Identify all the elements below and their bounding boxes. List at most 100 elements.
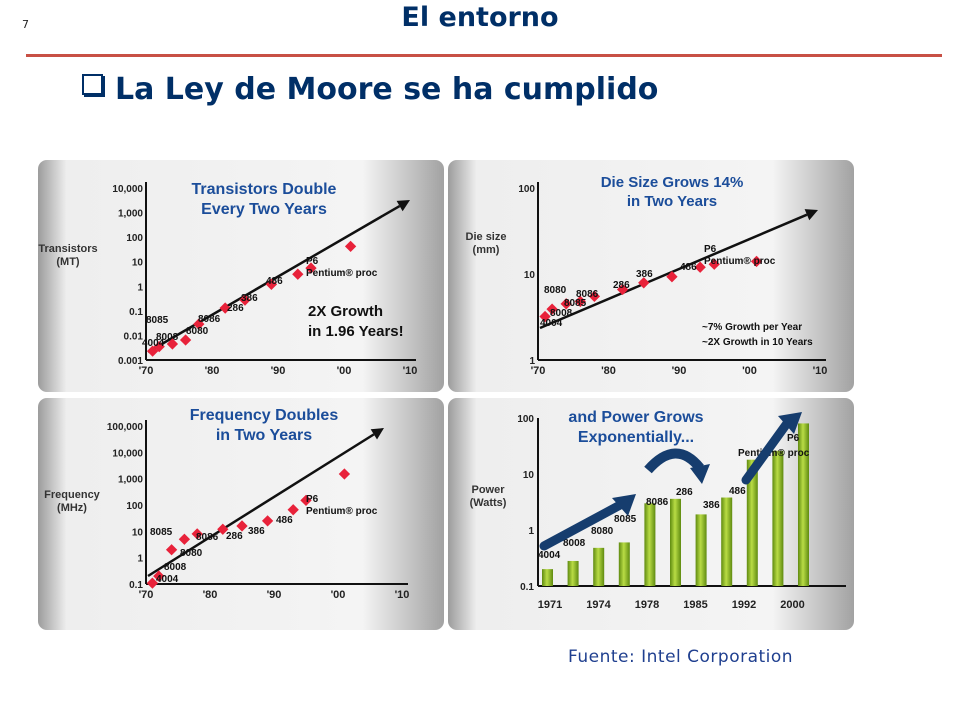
x-tick-label: '90 (267, 589, 282, 601)
power-bar (746, 459, 758, 586)
point-label: 8085 (146, 315, 169, 326)
trend-arrow (539, 209, 818, 330)
point-label: P6 (704, 244, 717, 255)
data-point (694, 261, 706, 273)
curved-arrow-head (690, 464, 710, 484)
x-tick-label: 1978 (635, 599, 659, 611)
chart-frequency: 100,000 10,000 1,000 100 10 1 0.1'70 '80 '90 '00 '… (38, 398, 444, 630)
point-label: 386 (241, 293, 258, 304)
point-label: Pentium® proc (704, 256, 776, 267)
data-point (219, 302, 231, 314)
y-tick-label: 100 (126, 501, 143, 512)
y-tick-label: 1,000 (118, 209, 143, 220)
bar-label: 8085 (614, 514, 637, 525)
y-axis-label: (mm) (473, 244, 500, 256)
point-label: 486 (276, 515, 293, 526)
point-label: 4004 (540, 318, 563, 329)
y-tick-label: 1,000 (118, 475, 143, 486)
point-label: P6 (306, 494, 319, 505)
bar-label: 8086 (646, 497, 669, 508)
point-label: 4004 (156, 574, 179, 585)
y-axis-label: Transistors (38, 243, 97, 255)
chart-title-line: Transistors Double (192, 181, 337, 198)
x-tick-label: '80 (203, 589, 218, 601)
y-tick-label: 100 (518, 184, 535, 195)
y-tick-label: 10,000 (112, 448, 143, 459)
point-label: 8086 (576, 289, 599, 300)
data-point (146, 577, 159, 589)
power-bar (721, 497, 733, 586)
y-tick-label: 1 (137, 554, 143, 565)
y-tick-label: 10 (524, 270, 536, 281)
bullet-heading: La Ley de Moore se ha cumplido (82, 72, 658, 107)
chart-die-size: 100 10 1'70 '80 '90 '00 '10 4004 8008 8080 8085 808… (448, 160, 854, 392)
power-bar (644, 503, 656, 586)
y-tick-label: 1 (528, 526, 534, 537)
y-tick-label: 10 (523, 470, 535, 481)
y-axis-label: Frequency (44, 489, 101, 501)
source-caption: Fuente: Intel Corporation (568, 647, 794, 667)
x-tick-label: 1974 (586, 599, 611, 611)
data-point (300, 494, 312, 507)
x-tick-label: '00 (331, 589, 346, 601)
checkbox-bullet-icon (82, 74, 103, 95)
y-tick-label: 100 (517, 414, 534, 425)
growth-arrow-left (539, 494, 636, 551)
x-tick-label: 1971 (538, 599, 562, 611)
y-tick-label: 1 (137, 282, 143, 293)
data-point (574, 295, 586, 308)
x-tick-label: 1992 (732, 599, 756, 611)
chart-note-line: 2X Growth (308, 303, 383, 320)
panel-background (448, 160, 854, 392)
bar-label: P6 (787, 433, 800, 444)
point-label: P6 (306, 256, 319, 267)
y-tick-label: 1 (529, 356, 535, 367)
power-bar (798, 423, 809, 586)
chart-title-line: Every Two Years (201, 201, 327, 218)
y-tick-label: 10,000 (112, 184, 143, 195)
power-bar (567, 560, 579, 586)
x-tick-label: 1985 (683, 599, 707, 611)
panel-background (38, 160, 444, 392)
bar-label: 8008 (563, 538, 586, 549)
chart-note-line: in 1.96 Years! (308, 323, 404, 340)
point-label: Pentium® proc (306, 268, 378, 279)
data-point (193, 318, 205, 330)
x-tick-label: '10 (403, 365, 418, 377)
y-tick-label: 0.1 (129, 580, 143, 591)
point-label: 8080 (186, 326, 209, 337)
data-point (305, 262, 317, 274)
x-tick-label: '90 (672, 365, 687, 377)
y-axis-label: Power (471, 484, 505, 496)
panel-background (38, 398, 444, 630)
data-point (166, 338, 179, 350)
data-point (179, 334, 192, 346)
chart-transistors: 10,000 1,000 100 10 1 0.1 0.01 0.001'70 '80 '90 '0… (38, 160, 444, 392)
x-tick-label: '70 (139, 365, 154, 377)
x-tick-label: '80 (601, 365, 616, 377)
y-axis-label: (MHz) (57, 502, 87, 514)
power-bar (772, 450, 784, 586)
y-tick-label: 0.01 (124, 331, 144, 342)
x-tick-label: 2000 (780, 599, 804, 611)
chart-power: 100 10 1 0.1 4004 8008 8080 8085 8086 286 386 486 Pe… (448, 398, 854, 630)
trend-arrow (147, 428, 384, 578)
x-tick-label: '70 (139, 589, 154, 601)
y-tick-label: 100,000 (107, 422, 144, 433)
curved-arrow (644, 448, 704, 474)
bar-label: 8080 (591, 526, 614, 537)
bullet-text: La Ley de Moore se ha cumplido (115, 72, 659, 107)
chart-title-line: and Power Grows (568, 409, 703, 426)
trend-arrow (147, 200, 410, 354)
y-tick-label: 10 (132, 258, 144, 269)
y-tick-label: 0.001 (118, 356, 143, 367)
x-tick-label: '00 (742, 365, 757, 377)
y-axis-label: (MT) (56, 256, 80, 268)
point-label: 8085 (564, 298, 587, 309)
bar-label: 386 (703, 500, 720, 511)
point-label: 286 (613, 280, 630, 291)
point-label: 486 (266, 276, 283, 287)
point-label: 8085 (150, 527, 173, 538)
chart-title-line: in Two Years (627, 193, 717, 210)
point-label: 8086 (198, 314, 221, 325)
